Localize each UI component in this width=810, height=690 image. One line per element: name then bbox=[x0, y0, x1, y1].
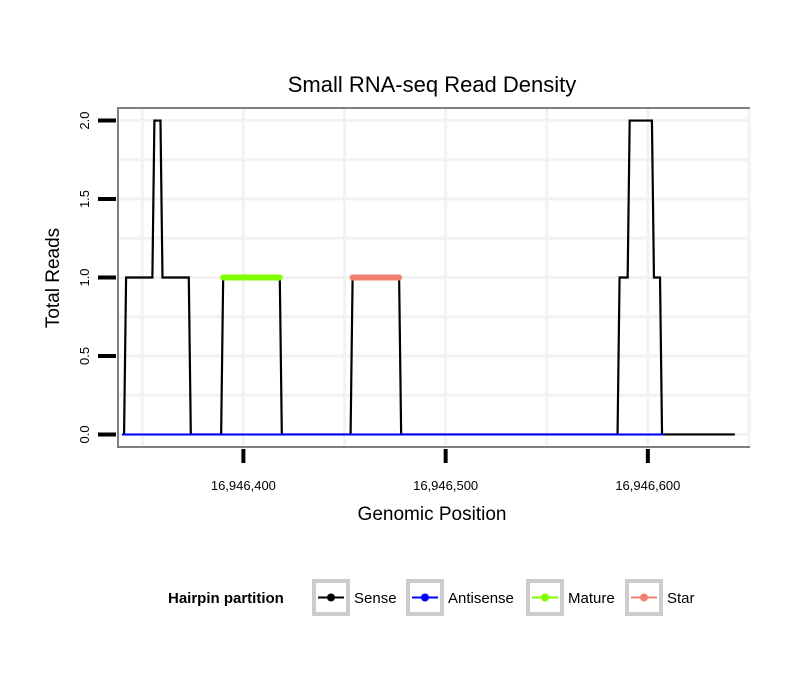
y-tick-label: 0.0 bbox=[77, 425, 92, 443]
legend-marker-mature bbox=[541, 593, 549, 602]
legend-label-mature: Mature bbox=[568, 590, 615, 607]
chart-title: Small RNA-seq Read Density bbox=[288, 72, 577, 97]
grid-lines bbox=[119, 109, 751, 446]
axes: 16,946,400 16,946,500 16,946,600 0.0 0.5 1.0 1… bbox=[77, 112, 680, 493]
y-axis-title: Total Reads bbox=[43, 228, 64, 328]
y-tick-label: 0.5 bbox=[77, 347, 92, 365]
y-tick-label: 1.5 bbox=[77, 190, 92, 208]
y-tick-label: 1.0 bbox=[77, 268, 92, 286]
x-tick-label: 16,946,600 bbox=[615, 478, 680, 493]
x-tick-label: 16,946,500 bbox=[413, 478, 478, 493]
legend-label-star: Star bbox=[667, 590, 695, 607]
legend-marker-antisense bbox=[421, 593, 429, 602]
y-tick-label: 2.0 bbox=[77, 112, 92, 130]
legend-label-sense: Sense bbox=[354, 590, 397, 607]
legend-title: Hairpin partition bbox=[168, 590, 284, 607]
x-axis-title: Genomic Position bbox=[358, 504, 507, 525]
series-layer bbox=[122, 119, 735, 436]
legend: Hairpin partition Sense Antisense Mature St… bbox=[168, 579, 695, 616]
x-tick-label: 16,946,400 bbox=[211, 478, 276, 493]
legend-marker-sense bbox=[327, 593, 335, 602]
legend-label-antisense: Antisense bbox=[448, 590, 514, 607]
legend-marker-star bbox=[640, 593, 648, 602]
